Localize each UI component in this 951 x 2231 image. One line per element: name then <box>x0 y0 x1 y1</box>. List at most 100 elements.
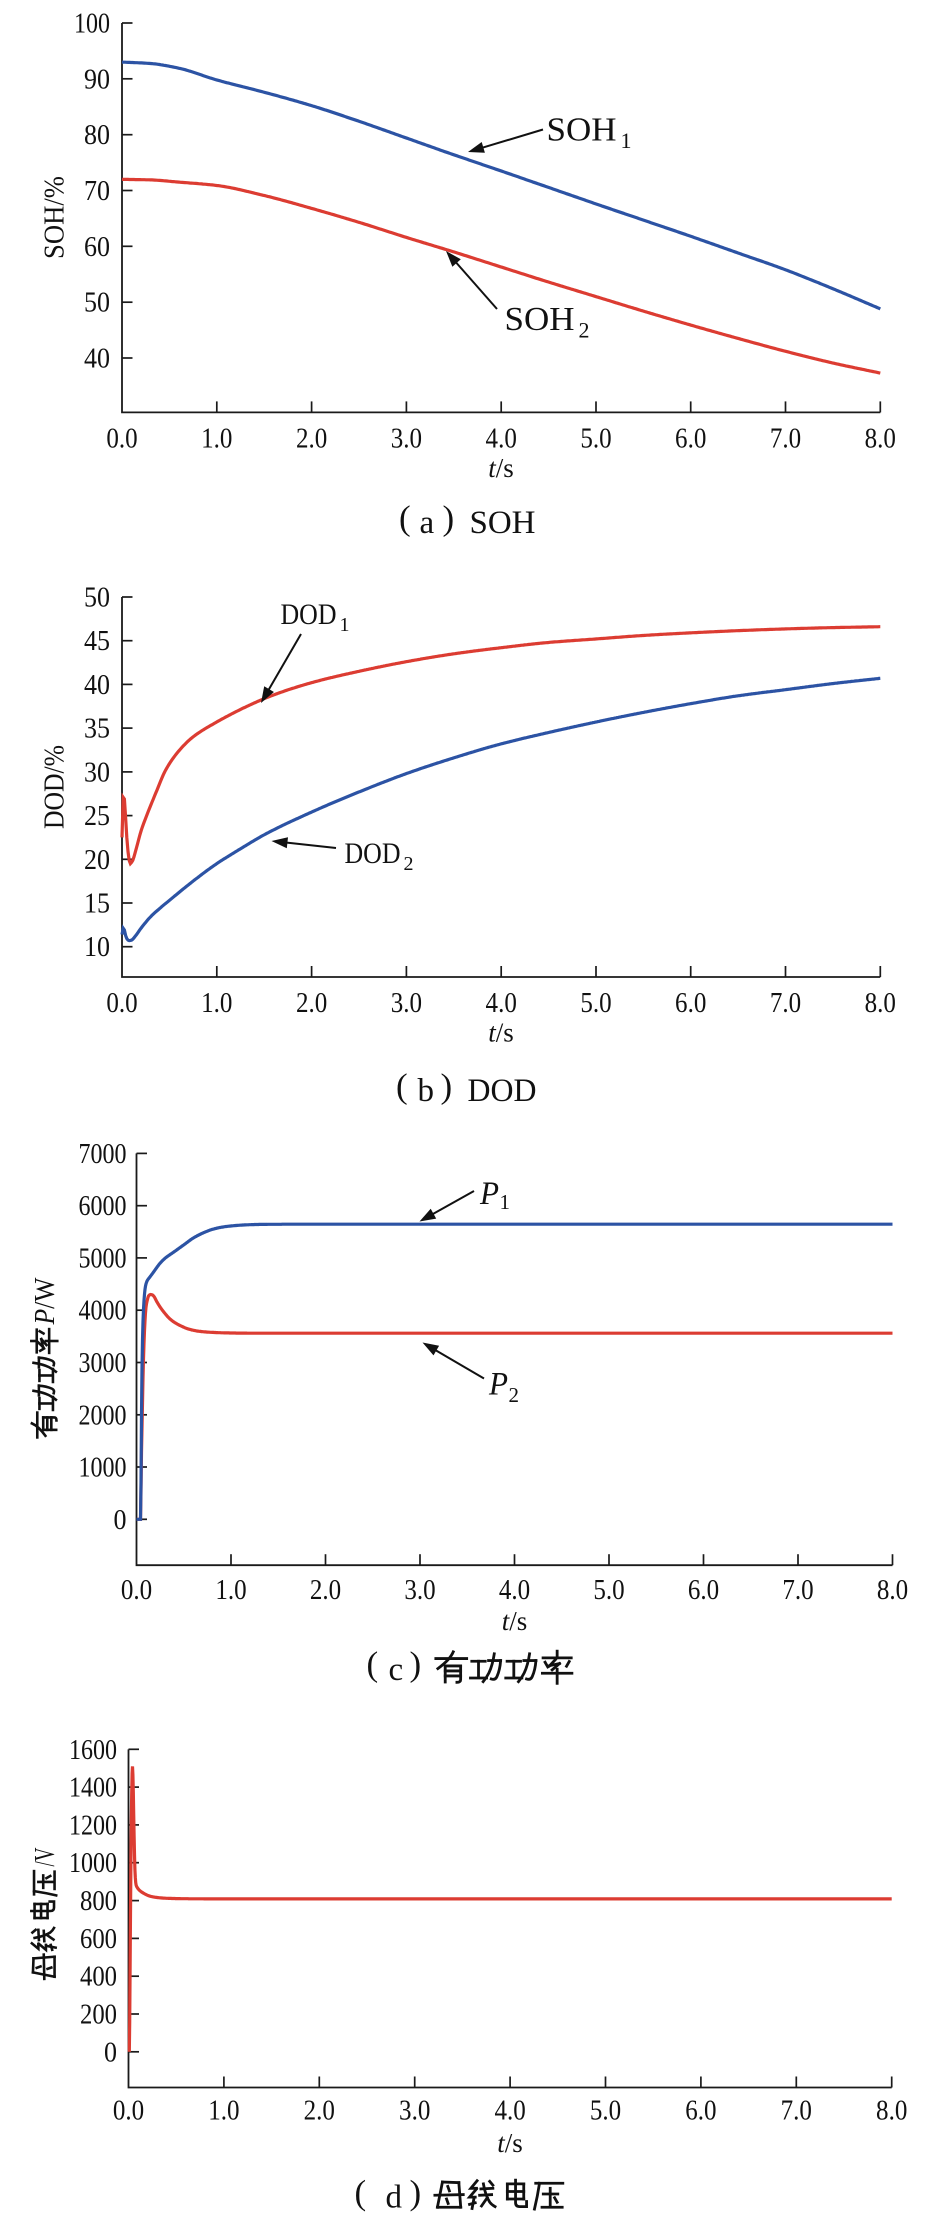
svg-text:t/s: t/s <box>502 1606 528 1636</box>
svg-text:(: ( <box>399 499 411 538</box>
svg-text:7000: 7000 <box>79 1139 127 1170</box>
svg-text:1200: 1200 <box>69 1810 117 1841</box>
svg-text:1000: 1000 <box>79 1453 127 1484</box>
svg-text:20: 20 <box>84 845 110 876</box>
svg-text:7.0: 7.0 <box>781 2095 812 2126</box>
svg-text:6.0: 6.0 <box>675 424 706 455</box>
svg-text:1400: 1400 <box>69 1773 117 1804</box>
svg-text:SOH: SOH <box>505 301 575 338</box>
svg-text:3.0: 3.0 <box>404 1575 435 1606</box>
svg-text:8.0: 8.0 <box>865 424 896 455</box>
svg-text:b: b <box>418 1073 435 1109</box>
svg-text:): ) <box>410 2173 422 2212</box>
svg-text:2: 2 <box>404 853 414 875</box>
svg-text:15: 15 <box>84 889 110 920</box>
svg-text:400: 400 <box>80 1962 117 1993</box>
svg-text:1: 1 <box>500 1190 511 1214</box>
svg-text:8.0: 8.0 <box>877 1575 908 1606</box>
svg-text:P: P <box>488 1367 508 1403</box>
svg-text:3.0: 3.0 <box>391 424 422 455</box>
svg-text:1.0: 1.0 <box>215 1575 246 1606</box>
svg-text:6.0: 6.0 <box>675 988 706 1019</box>
svg-text:7.0: 7.0 <box>770 988 801 1019</box>
svg-text:2: 2 <box>579 318 590 343</box>
svg-text:4.0: 4.0 <box>486 988 517 1019</box>
svg-text:): ) <box>441 1067 453 1106</box>
svg-text:2.0: 2.0 <box>296 424 327 455</box>
svg-text:3000: 3000 <box>79 1348 127 1379</box>
svg-text:40: 40 <box>84 670 110 701</box>
svg-text:c: c <box>389 1652 404 1688</box>
svg-text:DOD: DOD <box>468 1073 537 1109</box>
svg-text:70: 70 <box>84 176 110 207</box>
svg-text:DOD: DOD <box>281 598 337 631</box>
svg-text:5.0: 5.0 <box>580 424 611 455</box>
svg-text:(: ( <box>355 2173 367 2212</box>
svg-text:1: 1 <box>340 614 350 636</box>
svg-text:): ) <box>443 499 455 538</box>
svg-text:8.0: 8.0 <box>876 2095 907 2126</box>
svg-text:80: 80 <box>84 120 110 151</box>
svg-text:30: 30 <box>84 757 110 788</box>
svg-text:): ) <box>410 1645 422 1684</box>
svg-text:50: 50 <box>84 583 110 614</box>
svg-text:SOH: SOH <box>470 505 536 541</box>
svg-text:10: 10 <box>84 932 110 963</box>
svg-text:5.0: 5.0 <box>580 988 611 1019</box>
svg-text:5.0: 5.0 <box>590 2095 621 2126</box>
svg-text:50: 50 <box>84 288 110 319</box>
svg-text:8.0: 8.0 <box>865 988 896 1019</box>
svg-text:5000: 5000 <box>79 1243 127 1274</box>
svg-text:(: ( <box>396 1067 408 1106</box>
svg-text:SOH: SOH <box>547 112 617 149</box>
svg-text:t/s: t/s <box>488 453 514 483</box>
svg-text:4000: 4000 <box>79 1296 127 1327</box>
svg-text:t/s: t/s <box>497 2128 523 2158</box>
svg-text:60: 60 <box>84 232 110 263</box>
svg-text:4.0: 4.0 <box>494 2095 525 2126</box>
svg-text:1600: 1600 <box>69 1735 117 1766</box>
svg-text:0: 0 <box>104 2037 117 2068</box>
svg-text:2.0: 2.0 <box>304 2095 335 2126</box>
svg-text:90: 90 <box>84 64 110 95</box>
svg-text:3.0: 3.0 <box>391 988 422 1019</box>
svg-text:1.0: 1.0 <box>201 424 232 455</box>
svg-text:0.0: 0.0 <box>106 988 137 1019</box>
svg-text:0.0: 0.0 <box>113 2095 144 2126</box>
svg-text:800: 800 <box>80 1886 117 1917</box>
svg-text:3.0: 3.0 <box>399 2095 430 2126</box>
svg-text:1.0: 1.0 <box>201 988 232 1019</box>
svg-text:6.0: 6.0 <box>688 1575 719 1606</box>
svg-text:d: d <box>386 2180 403 2216</box>
svg-text:25: 25 <box>84 801 110 832</box>
svg-text:35: 35 <box>84 714 110 745</box>
svg-text:t/s: t/s <box>488 1018 514 1048</box>
svg-text:SOH/%: SOH/% <box>40 176 71 259</box>
svg-text:1000: 1000 <box>69 1848 117 1879</box>
svg-text:(: ( <box>367 1645 379 1684</box>
svg-text:2.0: 2.0 <box>310 1575 341 1606</box>
svg-text:200: 200 <box>80 2000 117 2031</box>
svg-text:1: 1 <box>621 128 632 153</box>
svg-text:6.0: 6.0 <box>685 2095 716 2126</box>
svg-text:DOD/%: DOD/% <box>40 745 71 829</box>
svg-text:1.0: 1.0 <box>208 2095 239 2126</box>
svg-text:DOD: DOD <box>345 837 401 870</box>
svg-text:P/W: P/W <box>30 1277 61 1325</box>
svg-text:45: 45 <box>84 626 110 657</box>
svg-text:2.0: 2.0 <box>296 988 327 1019</box>
svg-text:/V: /V <box>30 1847 61 1866</box>
svg-text:2: 2 <box>509 1383 520 1407</box>
svg-text:4.0: 4.0 <box>499 1575 530 1606</box>
svg-text:7.0: 7.0 <box>770 424 801 455</box>
svg-text:5.0: 5.0 <box>593 1575 624 1606</box>
svg-text:0.0: 0.0 <box>106 424 137 455</box>
svg-text:600: 600 <box>80 1924 117 1955</box>
svg-text:P: P <box>479 1176 499 1212</box>
svg-text:2000: 2000 <box>79 1400 127 1431</box>
svg-text:7.0: 7.0 <box>782 1575 813 1606</box>
svg-text:4.0: 4.0 <box>486 424 517 455</box>
svg-text:40: 40 <box>84 344 110 375</box>
svg-text:6000: 6000 <box>79 1191 127 1222</box>
svg-text:100: 100 <box>74 9 110 40</box>
